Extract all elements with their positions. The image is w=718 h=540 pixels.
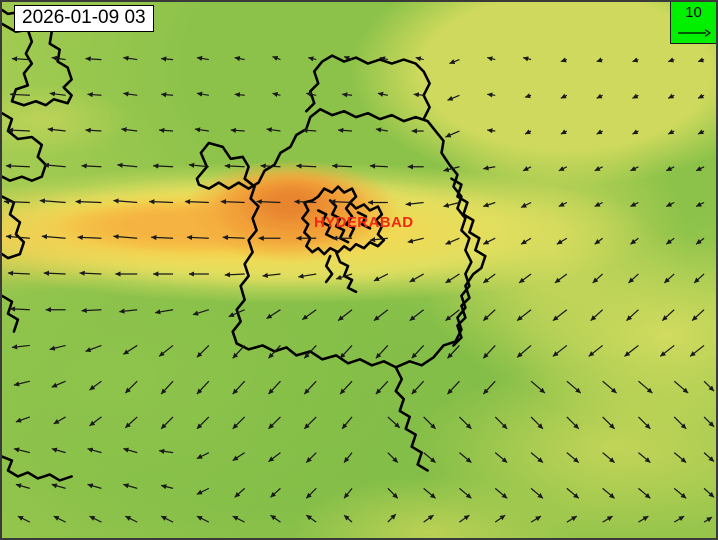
timestamp-label: 2026-01-09 03 bbox=[14, 5, 154, 32]
right-arrow-icon bbox=[677, 25, 711, 43]
wind-scale-value: 10 bbox=[685, 4, 702, 21]
wind-scale-legend: 10 bbox=[670, 2, 716, 44]
